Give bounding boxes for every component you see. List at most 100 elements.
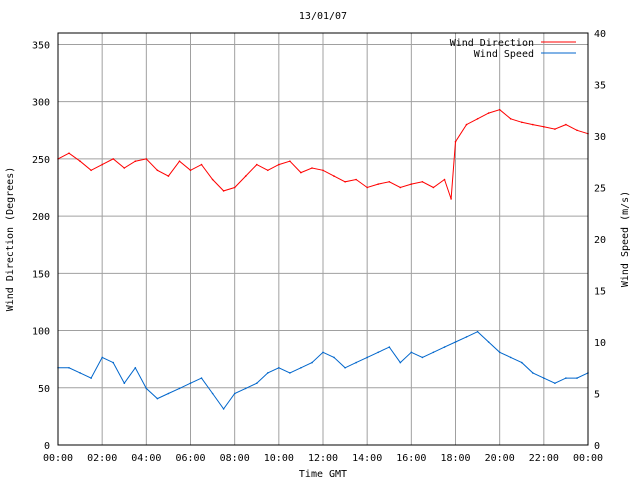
data-point-wind-speed xyxy=(68,367,70,369)
data-point-wind-direction xyxy=(255,163,258,166)
data-point-wind-direction xyxy=(222,190,225,192)
data-point-wind-direction xyxy=(432,186,435,189)
data-point-wind-direction xyxy=(521,121,523,124)
y-right-tick-label: 40 xyxy=(594,29,606,40)
data-point-wind-speed xyxy=(565,377,567,379)
data-point-wind-direction xyxy=(554,128,556,130)
data-point-wind-direction xyxy=(200,163,203,166)
y-right-tick-label: 20 xyxy=(594,235,606,246)
y-left-tick-label: 300 xyxy=(32,98,50,109)
data-point-wind-speed xyxy=(289,372,291,374)
data-point-wind-speed xyxy=(432,351,435,354)
data-point-wind-direction xyxy=(487,112,490,114)
data-point-wind-direction xyxy=(410,183,413,185)
data-point-wind-speed xyxy=(123,382,126,385)
data-point-wind-direction xyxy=(123,167,126,169)
data-point-wind-speed xyxy=(267,372,269,374)
data-point-wind-speed xyxy=(443,346,446,348)
y-left-tick-label: 50 xyxy=(38,384,50,395)
x-tick-label: 04:00 xyxy=(131,453,161,464)
y-right-tick-label: 25 xyxy=(594,184,606,195)
data-point-wind-direction xyxy=(543,126,545,128)
data-point-wind-speed xyxy=(532,372,534,374)
series-layer xyxy=(57,108,589,410)
data-point-wind-direction xyxy=(465,123,468,126)
data-point-wind-direction xyxy=(355,178,357,181)
data-point-wind-speed xyxy=(90,377,92,379)
data-point-wind-speed xyxy=(222,408,225,410)
data-point-wind-speed xyxy=(211,392,214,395)
plot-frame xyxy=(57,32,589,446)
data-point-wind-speed xyxy=(399,361,402,364)
data-point-wind-speed xyxy=(200,377,203,379)
data-point-wind-speed xyxy=(178,387,181,390)
y-right-tick-label: 35 xyxy=(594,81,606,92)
data-point-wind-direction xyxy=(156,169,159,172)
data-point-wind-direction xyxy=(300,171,302,174)
data-point-wind-speed xyxy=(300,367,302,369)
data-point-wind-direction xyxy=(211,178,214,181)
legend-label-wind-speed: Wind Speed xyxy=(474,49,534,60)
data-point-wind-direction xyxy=(421,181,424,183)
data-point-wind-speed xyxy=(333,356,335,359)
data-point-wind-direction xyxy=(134,160,137,162)
x-tick-label: 22:00 xyxy=(529,453,559,464)
right-axis: 0 5 10 15 20 25 30 35 40 xyxy=(594,29,606,452)
data-point-wind-direction xyxy=(443,178,446,181)
data-point-wind-speed xyxy=(278,367,280,369)
data-point-wind-speed xyxy=(521,361,523,364)
data-point-wind-speed xyxy=(509,356,512,359)
data-point-wind-direction xyxy=(509,118,512,120)
data-point-wind-speed xyxy=(487,341,490,343)
x-tick-label: 18:00 xyxy=(440,453,470,464)
data-point-wind-speed xyxy=(554,382,556,385)
series-line-wind-direction xyxy=(57,109,589,200)
data-point-wind-direction xyxy=(167,175,170,177)
data-point-wind-direction xyxy=(278,163,280,166)
x-tick-label: 10:00 xyxy=(264,453,294,464)
data-point-wind-speed xyxy=(344,367,346,369)
data-point-wind-direction xyxy=(178,160,181,162)
data-point-wind-speed xyxy=(79,372,81,374)
data-point-wind-direction xyxy=(366,186,369,189)
data-point-wind-direction xyxy=(289,160,291,162)
x-tick-label: 12:00 xyxy=(308,453,338,464)
data-point-wind-direction xyxy=(68,152,70,154)
data-point-wind-speed xyxy=(233,392,236,395)
y-left-tick-label: 100 xyxy=(32,327,50,338)
x-tick-label: 00:00 xyxy=(43,453,73,464)
y-right-tick-label: 10 xyxy=(594,338,606,349)
data-point-wind-direction xyxy=(454,140,457,143)
data-point-wind-speed xyxy=(134,367,137,369)
x-tick-label: 02:00 xyxy=(87,453,117,464)
data-point-wind-speed xyxy=(366,356,369,359)
data-point-wind-speed xyxy=(476,330,479,333)
data-point-wind-direction xyxy=(532,123,534,126)
data-point-wind-direction xyxy=(399,186,402,189)
data-point-wind-speed xyxy=(311,361,313,364)
y-right-tick-label: 0 xyxy=(594,441,600,452)
data-point-wind-direction xyxy=(476,118,479,120)
y-left-tick-label: 150 xyxy=(32,269,50,280)
y-left-tick-label: 350 xyxy=(32,40,50,51)
data-point-wind-direction xyxy=(79,160,81,162)
y-left-tick-label: 250 xyxy=(32,155,50,166)
data-point-wind-direction xyxy=(322,169,324,172)
data-point-wind-speed xyxy=(377,351,380,354)
y-left-tick-label: 200 xyxy=(32,212,50,223)
y-right-axis-label: Wind Speed (m/s) xyxy=(620,191,631,287)
data-point-wind-speed xyxy=(156,397,159,400)
grid xyxy=(57,33,589,446)
data-point-wind-speed xyxy=(112,361,114,364)
data-point-wind-direction xyxy=(498,108,501,111)
data-point-wind-speed xyxy=(421,356,424,359)
y-right-tick-label: 30 xyxy=(594,132,606,143)
legend: Wind Direction Wind Speed xyxy=(450,38,576,60)
data-point-wind-direction xyxy=(377,183,380,185)
x-tick-label: 08:00 xyxy=(220,453,250,464)
data-point-wind-speed xyxy=(498,351,501,354)
y-left-tick-label: 0 xyxy=(44,441,50,452)
x-tick-label: 20:00 xyxy=(485,453,515,464)
data-point-wind-speed xyxy=(255,382,258,385)
